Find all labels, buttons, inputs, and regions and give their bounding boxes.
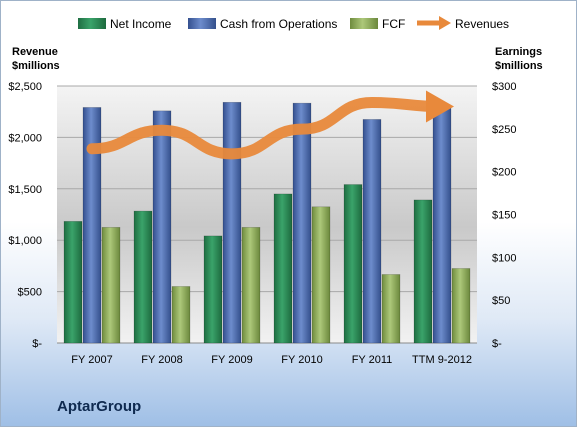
bar-fcf[interactable] <box>101 227 121 344</box>
y-left-tick-label: $500 <box>18 287 42 299</box>
y-right-ticks: $- $50 $100 $150 $200 $250 $300 <box>492 81 516 350</box>
company-name: AptarGroup <box>57 398 142 415</box>
bar-fcf[interactable] <box>311 206 331 344</box>
y-right-title-line2: $millions <box>495 60 543 72</box>
legend-item-net-income[interactable]: Net Income <box>78 17 172 31</box>
bar-fcf[interactable] <box>241 227 261 344</box>
y-left-title-line1: Revenue <box>12 46 58 58</box>
x-tick-label: TTM 9-2012 <box>412 354 472 366</box>
x-ticks: FY 2007 FY 2008 FY 2009 FY 2010 FY 2011 TTM 9… <box>71 354 472 366</box>
bar-net-income[interactable] <box>413 199 433 344</box>
legend: Net Income Cash from Operations FCF Reve… <box>78 16 509 31</box>
x-tick-label: FY 2010 <box>281 354 322 366</box>
bar-cash-from-operations[interactable] <box>222 101 242 344</box>
bar-cash-from-operations[interactable] <box>152 110 172 344</box>
bar-cash-from-operations[interactable] <box>292 102 312 344</box>
bar-net-income[interactable] <box>203 235 223 344</box>
bar-cash-from-operations[interactable] <box>82 107 102 344</box>
legend-swatch-net-income <box>78 18 106 29</box>
y-right-tick-label: $- <box>492 338 502 350</box>
bar-net-income[interactable] <box>63 221 83 344</box>
revenue-line[interactable] <box>86 96 448 160</box>
legend-item-revenues[interactable]: Revenues <box>417 16 509 31</box>
y-left-tick-label: $2,000 <box>8 132 42 144</box>
legend-label-fcf: FCF <box>382 17 405 31</box>
legend-label-revenues: Revenues <box>455 17 509 31</box>
revenue-arrowhead <box>426 90 454 123</box>
y-right-tick-label: $200 <box>492 167 516 179</box>
y-right-tick-label: $100 <box>492 252 516 264</box>
y-left-tick-label: $1,500 <box>8 184 42 196</box>
legend-label-net-income: Net Income <box>110 17 172 31</box>
bar-cash-from-operations[interactable] <box>432 107 452 344</box>
bar-fcf[interactable] <box>171 286 191 344</box>
x-tick-label: FY 2011 <box>352 354 393 366</box>
y-left-tick-label: $2,500 <box>8 81 42 93</box>
y-right-tick-label: $50 <box>492 295 510 307</box>
bars-group <box>63 101 471 344</box>
legend-arrow-icon <box>439 16 451 30</box>
y-right-tick-label: $250 <box>492 124 516 136</box>
y-right-tick-label: $300 <box>492 81 516 93</box>
bar-net-income[interactable] <box>273 193 293 344</box>
legend-item-cash-from-operations[interactable]: Cash from Operations <box>188 17 337 31</box>
bar-fcf[interactable] <box>381 274 401 344</box>
x-tick-label: FY 2009 <box>211 354 252 366</box>
y-right-title-line1: Earnings <box>495 46 542 58</box>
y-right-tick-label: $150 <box>492 210 516 222</box>
x-tick-label: FY 2008 <box>141 354 182 366</box>
y-left-tick-label: $1,000 <box>8 235 42 247</box>
x-tick-label: FY 2007 <box>71 354 112 366</box>
legend-swatch-cash-from-operations <box>188 18 216 29</box>
legend-label-cash-from-operations: Cash from Operations <box>220 17 337 31</box>
revenue-line-group <box>86 90 454 160</box>
bar-net-income[interactable] <box>343 184 363 344</box>
legend-item-fcf[interactable]: FCF <box>350 17 405 31</box>
bar-fcf[interactable] <box>451 268 471 344</box>
bar-cash-from-operations[interactable] <box>362 119 382 344</box>
y-left-tick-label: $- <box>32 338 42 350</box>
legend-swatch-fcf <box>350 18 378 29</box>
plot-area <box>57 86 477 343</box>
y-left-title-line2: $millions <box>12 60 60 72</box>
y-left-ticks: $- $500 $1,000 $1,500 $2,000 $2,500 <box>8 81 42 350</box>
bar-net-income[interactable] <box>133 210 153 344</box>
